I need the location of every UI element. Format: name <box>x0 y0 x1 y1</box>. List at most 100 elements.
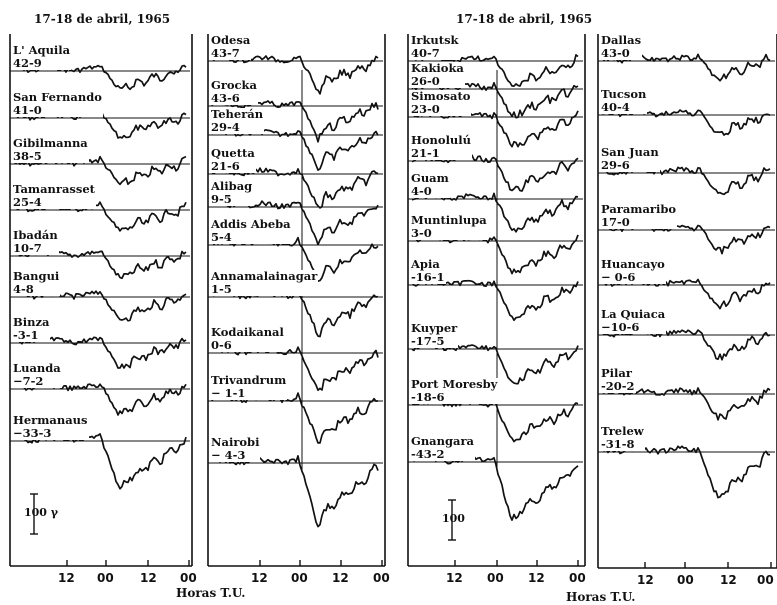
station-name: L' Aquila <box>13 43 71 57</box>
trace-4-7 <box>601 387 771 421</box>
station-latitude: -31-8 <box>601 437 635 451</box>
panel-1-tick-label-4: 00 <box>180 571 197 585</box>
station-label-4-7: Pilar -20-2 <box>600 367 636 393</box>
station-label-2-10: Nairobi − 4-3 <box>210 435 261 462</box>
station-name: Luanda <box>13 361 61 375</box>
station-latitude: − 0-6 <box>601 270 636 284</box>
date-label-left: 17-18 de abril, 1965 <box>34 12 171 26</box>
station-name: Trivandrum <box>211 373 287 387</box>
station-latitude: 29-4 <box>211 120 240 134</box>
station-latitude: -43-2 <box>411 447 445 461</box>
station-label-2-4: Quetta 21-6 <box>210 147 256 173</box>
trace-4-8 <box>601 445 770 499</box>
station-latitude: 41-0 <box>13 103 42 117</box>
station-latitude: − 4-3 <box>211 448 246 462</box>
trace-2-2 <box>211 99 379 143</box>
station-latitude: 26-0 <box>411 74 440 88</box>
station-latitude: 25-4 <box>13 195 42 209</box>
trace-1-4 <box>13 201 187 232</box>
scale-left-label: 100 γ <box>24 506 59 519</box>
station-latitude: 17-0 <box>601 215 630 229</box>
station-latitude: 40-4 <box>601 100 630 114</box>
station-name: Alibag <box>211 179 253 193</box>
station-label-3-2: Kakioka 26-0 <box>410 62 465 88</box>
station-name: Hermanaus <box>13 413 88 427</box>
station-name: Apia <box>411 257 440 271</box>
trace-2-10 <box>211 455 379 528</box>
station-latitude: 0-6 <box>211 338 232 352</box>
station-name: Simosato <box>411 89 471 103</box>
station-latitude: 43-7 <box>211 46 240 60</box>
station-latitude: −10-6 <box>601 320 640 334</box>
station-name: Tucson <box>601 87 647 101</box>
station-label-4-1: Dallas 43-0 <box>600 34 643 60</box>
station-label-4-4: Paramaribo 17-0 <box>600 202 678 229</box>
panel-1-tick-label-3: 12 <box>140 571 157 585</box>
panel-4-tick-label-3: 12 <box>720 573 737 587</box>
station-latitude: 4-0 <box>411 184 432 198</box>
panel-1-tick-label-1: 12 <box>58 571 75 585</box>
date-label-right: 17-18 de abril, 1965 <box>456 12 593 26</box>
station-latitude: -16-1 <box>411 270 445 284</box>
station-label-2-6: Addis Abeba 5-4 <box>210 218 292 244</box>
station-latitude: 9-5 <box>211 192 232 206</box>
panel-4-tick-label-1: 12 <box>637 573 654 587</box>
trace-3-10 <box>411 455 579 521</box>
station-label-2-8: Kodaikanal 0-6 <box>210 326 285 352</box>
x-axis-label-right: Horas T.U. <box>566 590 636 604</box>
station-label-1-4: Tamanrasset 25-4 <box>12 183 96 209</box>
station-name: La Quiaca <box>601 307 666 321</box>
trace-4-1 <box>601 53 771 82</box>
station-label-3-7: Apia -16-1 <box>410 258 446 284</box>
station-name: Teherán <box>211 107 264 121</box>
station-latitude: 3-0 <box>411 226 432 240</box>
station-name: Paramaribo <box>601 202 677 216</box>
panel-2-tick-label-2: 00 <box>291 571 308 585</box>
station-name: Irkutsk <box>411 33 459 47</box>
station-label-4-6: La Quiaca −10-6 <box>600 307 667 334</box>
station-latitude: 1-5 <box>211 282 232 296</box>
scale-right-label: 100 <box>442 512 465 525</box>
station-label-3-9: Port Moresby -18-6 <box>410 377 499 404</box>
station-label-4-8: Trelew -31-8 <box>600 425 645 451</box>
station-name: Grocka <box>211 78 257 92</box>
station-name: Ibadán <box>13 228 58 242</box>
station-name: Annamalainagar <box>211 269 318 283</box>
x-axis-label-left: Horas T.U. <box>176 586 246 600</box>
station-label-1-6: Bangui 4-8 <box>12 270 61 296</box>
panel-4-tick-label-4: 00 <box>757 573 774 587</box>
panel-2-tick-label-3: 12 <box>332 571 349 585</box>
station-name: Port Moresby <box>411 377 498 391</box>
station-name: Quetta <box>211 146 255 160</box>
station-label-1-1: L' Aquila 42-9 <box>12 43 72 70</box>
station-label-1-3: Gibilmanna 38-5 <box>12 137 89 163</box>
station-label-3-10: Gnangara -43-2 <box>410 435 475 461</box>
station-name: Tamanrasset <box>13 182 95 196</box>
station-latitude: -18-6 <box>411 390 445 404</box>
station-label-3-4: Honolulú 21-1 <box>410 134 473 160</box>
trace-3-7 <box>411 278 579 322</box>
station-name: Gibilmanna <box>13 136 88 150</box>
station-name: Trelew <box>601 424 644 438</box>
station-name: Binza <box>13 315 50 329</box>
station-name: San Fernando <box>13 90 102 104</box>
station-latitude: − 1-1 <box>211 386 246 400</box>
station-label-4-3: San Juan 29-6 <box>600 146 660 172</box>
station-label-3-3: Simosato 23-0 <box>410 89 472 116</box>
trace-1-9 <box>13 433 187 490</box>
station-name: Gnangara <box>411 434 474 448</box>
station-name: Nairobi <box>211 435 260 449</box>
station-latitude: −7-2 <box>13 374 44 388</box>
station-latitude: 10-7 <box>13 241 42 255</box>
station-label-3-8: Kuyper -17-5 <box>410 321 459 348</box>
station-latitude: -17-5 <box>411 334 445 348</box>
panel-3-tick-label-2: 00 <box>487 571 504 585</box>
station-latitude: 23-0 <box>411 102 440 116</box>
station-name: Kakioka <box>411 61 464 75</box>
station-latitude: 21-1 <box>411 146 440 160</box>
station-label-2-1: Odesa 43-7 <box>210 34 252 60</box>
panel-3-tick-label-1: 12 <box>446 571 463 585</box>
station-name: Muntinlupa <box>411 213 487 227</box>
station-name: Kuyper <box>411 321 458 335</box>
